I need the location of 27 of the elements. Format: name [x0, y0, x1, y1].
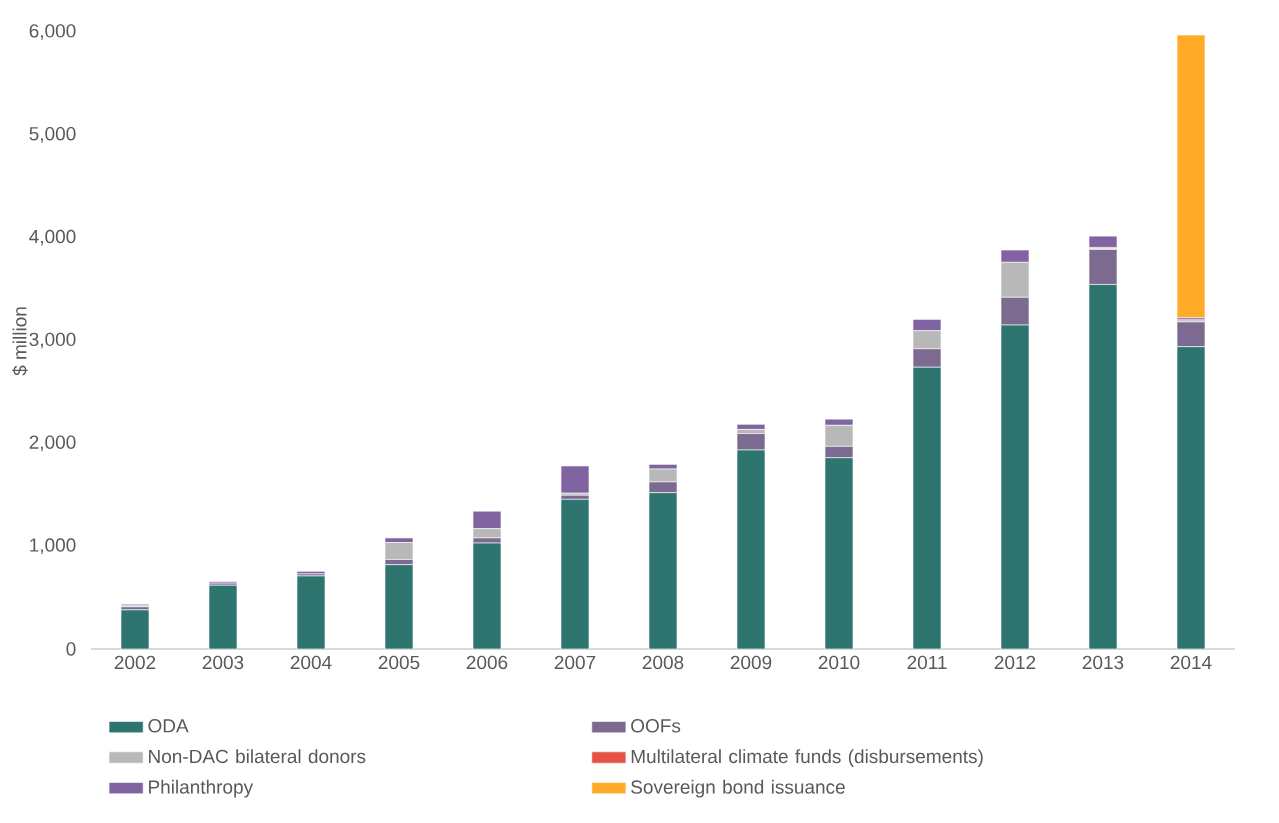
legend-label: Philanthropy: [149, 779, 254, 798]
y-tick-label: 0: [66, 642, 76, 656]
x-tick-label: 2005: [378, 655, 420, 670]
legend-label: Multilateral climate funds (disbursements): [631, 749, 983, 767]
x-tick-label: 2008: [642, 655, 684, 670]
x-tick-label: 2002: [114, 655, 156, 670]
x-tick-label: 2012: [994, 655, 1036, 670]
x-tick-label: 2011: [907, 655, 947, 670]
x-tick-label: 2014: [1170, 655, 1212, 670]
x-tick-label: 2010: [818, 655, 860, 670]
x-tick-label: 2007: [554, 655, 596, 670]
legend-label: ODA: [148, 719, 189, 733]
legend-label: Sovereign bond issuance: [631, 779, 845, 798]
y-tick-label: 1,000: [30, 538, 76, 555]
x-tick-label: 2003: [202, 655, 244, 670]
legend-label: Non-DAC bilateral donors: [149, 749, 366, 764]
x-tick-label: 2006: [466, 655, 508, 670]
y-tick-label: 3,000: [29, 332, 76, 349]
y-tick-label: 6,000: [29, 24, 76, 40]
y-axis-title: $ million: [12, 307, 28, 376]
y-tick-label: 2,000: [29, 435, 76, 452]
x-tick-label: 2013: [1082, 655, 1124, 670]
x-tick-label: 2004: [290, 655, 332, 670]
y-tick-label: 5,000: [29, 126, 76, 143]
legend-label: OOFs: [631, 719, 681, 733]
y-tick-label: 4,000: [29, 229, 76, 246]
x-tick-label: 2009: [730, 655, 772, 670]
